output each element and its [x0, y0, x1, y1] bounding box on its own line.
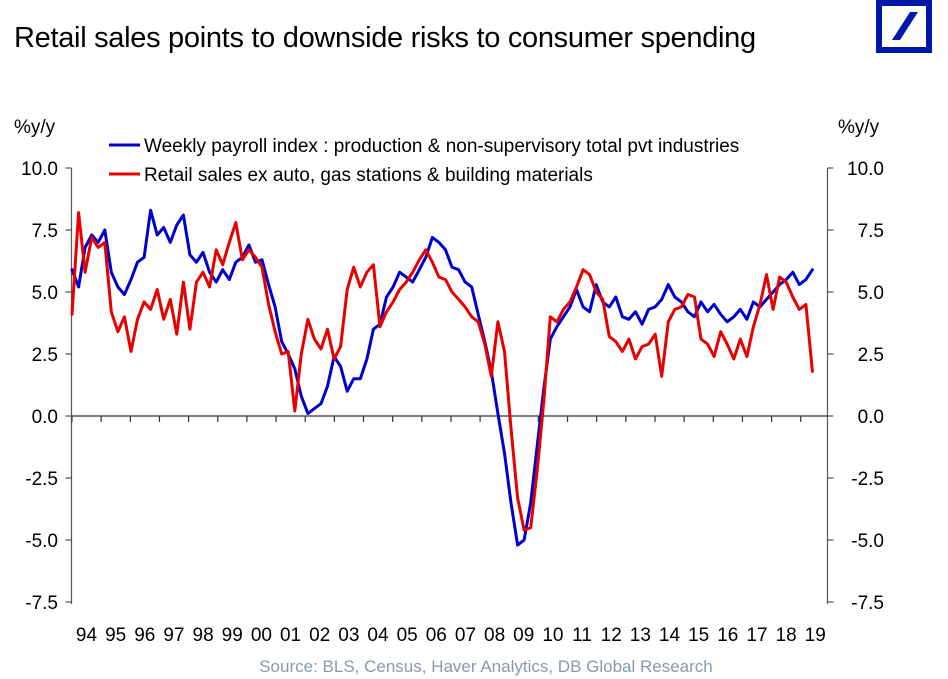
x-tick-label: 01 [280, 625, 301, 646]
x-tick-label: 19 [805, 625, 826, 646]
series-line-retail-sales [70, 211, 814, 532]
right-y-tick-label: -2.5 [851, 469, 884, 490]
legend-label-payroll: Weekly payroll index : production & non-… [144, 136, 739, 157]
left-axis-unit-label: %y/y [14, 117, 56, 138]
right-y-tick-label: 10.0 [847, 159, 884, 180]
logo-frame [876, 0, 932, 53]
x-tick-label: 04 [367, 625, 389, 646]
left-y-tick-label: 0.0 [32, 407, 58, 428]
left-y-tick-label: 7.5 [32, 221, 58, 242]
right-y-tick-label: 5.0 [858, 283, 884, 304]
left-y-tick-label: 10.0 [21, 159, 58, 180]
x-tick-label: 03 [338, 625, 359, 646]
x-tick-label: 17 [746, 625, 767, 646]
right-y-tick-label: -7.5 [851, 593, 884, 614]
legend-label-retail: Retail sales ex auto, gas stations & bui… [144, 165, 593, 186]
x-tick-label: 09 [513, 625, 534, 646]
x-tick-label: 94 [76, 625, 98, 646]
left-y-tick-label: -5.0 [25, 531, 58, 552]
x-tick-label: 97 [163, 625, 184, 646]
left-y-tick-label: -7.5 [25, 593, 58, 614]
left-y-tick-label: -2.5 [25, 469, 58, 490]
x-tick-label: 10 [542, 625, 563, 646]
x-tick-label: 12 [601, 625, 622, 646]
source-note: Source: BLS, Census, Haver Analytics, DB… [259, 657, 713, 676]
x-tick-label: 99 [222, 625, 243, 646]
x-tick-label: 02 [309, 625, 330, 646]
x-tick-label: 14 [659, 625, 681, 646]
right-y-tick-label: 2.5 [858, 345, 884, 366]
x-tick-label: 00 [251, 625, 272, 646]
left-y-tick-label: 5.0 [32, 283, 58, 304]
x-tick-label: 05 [397, 625, 418, 646]
series-line-weekly-payroll [70, 208, 814, 547]
x-tick-label: 95 [105, 625, 126, 646]
legend: Weekly payroll index : production & non-… [109, 136, 739, 186]
x-tick-label: 11 [572, 625, 592, 646]
chart-title: Retail sales points to downside risks to… [14, 22, 756, 54]
x-tick-label: 98 [193, 625, 214, 646]
x-tick-label: 16 [717, 625, 738, 646]
x-tick-label: 96 [134, 625, 155, 646]
x-tick-label: 06 [426, 625, 447, 646]
right-y-tick-label: -5.0 [851, 531, 884, 552]
right-axis-unit-label: %y/y [838, 117, 880, 138]
x-tick-label: 18 [776, 625, 797, 646]
deutsche-bank-logo [876, 0, 932, 53]
right-y-tick-label: 7.5 [858, 221, 884, 242]
x-tick-label: 07 [455, 625, 476, 646]
x-tick-label: 08 [484, 625, 505, 646]
left-y-tick-label: 2.5 [32, 345, 58, 366]
logo-slash [892, 12, 918, 40]
x-tick-label: 15 [688, 625, 709, 646]
x-tick-label: 13 [630, 625, 651, 646]
right-y-tick-label: 0.0 [858, 407, 884, 428]
